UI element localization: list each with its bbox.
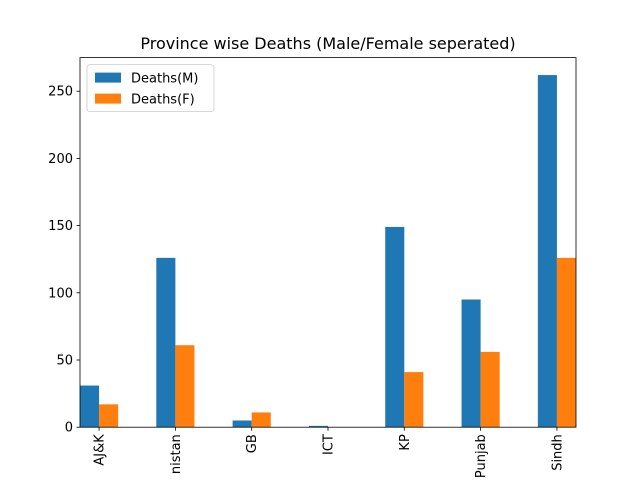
y-tick-label: 100 [48, 286, 73, 301]
bar-male-6 [537, 75, 557, 428]
bar-female-0 [99, 404, 119, 428]
y-tick-label: 250 [48, 85, 73, 100]
chart-title: Province wise Deaths (Male/Female sepera… [140, 34, 515, 53]
x-tick-label: KP [398, 434, 413, 451]
x-tick-label: Punjab [474, 434, 489, 478]
legend-swatch-male [95, 72, 121, 83]
bar-male-5 [461, 299, 481, 428]
x-tick-label: Sindh [550, 434, 565, 471]
y-tick-label: 200 [48, 152, 73, 167]
x-tick-label: AJ&K [93, 434, 108, 466]
x-tick-label: ICT [322, 434, 337, 455]
plot-frame [79, 57, 577, 428]
bar-male-4 [385, 226, 405, 428]
legend-swatch-female [95, 93, 121, 104]
y-tick-label: 150 [48, 219, 73, 234]
legend: Deaths(M) Deaths(F) [86, 64, 215, 112]
axes-group: 0 50 100 150 200 250 AJ&K nistan GB ICT KP Punjab Si… [48, 57, 577, 478]
bars-group [80, 75, 576, 428]
bar-female-5 [480, 351, 500, 428]
bar-male-1 [156, 257, 176, 428]
bar-female-2 [251, 412, 271, 428]
bar-female-4 [404, 372, 424, 428]
y-tick-label: 0 [65, 421, 73, 436]
x-tick-label: nistan [169, 434, 184, 474]
y-tick-label: 50 [56, 354, 73, 369]
legend-label-male: Deaths(M) [131, 72, 198, 87]
bar-female-1 [175, 345, 195, 428]
bar-female-6 [556, 257, 576, 428]
bar-male-2 [232, 420, 252, 428]
x-tick-label: GB [245, 434, 260, 453]
bar-male-3 [308, 425, 328, 428]
bar-male-0 [80, 385, 100, 428]
legend-label-female: Deaths(F) [131, 93, 195, 108]
